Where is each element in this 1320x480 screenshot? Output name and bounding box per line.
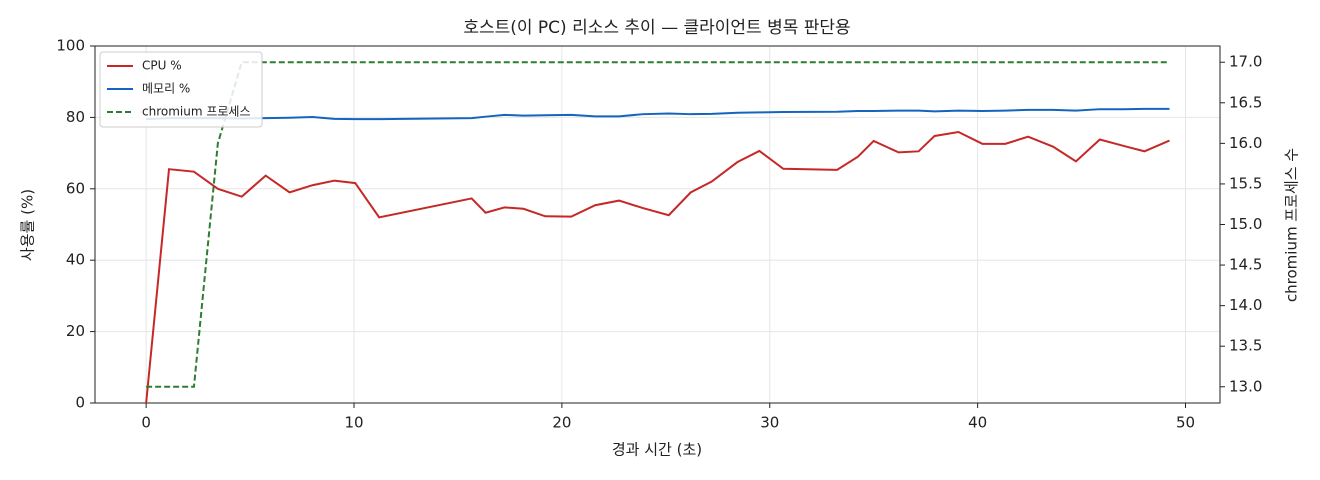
- y2-tick-label: 16.0: [1229, 134, 1262, 152]
- x-tick-label: 40: [968, 414, 987, 432]
- y-tick-label: 40: [66, 251, 85, 269]
- data-line: [146, 61, 1170, 388]
- x-tick-label: 50: [1176, 414, 1195, 432]
- data-line: [145, 130, 1170, 404]
- y2-tick-label: 13.0: [1229, 377, 1262, 395]
- y2-axis-label: chromium 프로세스 수: [1283, 148, 1301, 302]
- y-tick-label: 100: [56, 37, 85, 55]
- legend-box: [99, 51, 263, 128]
- x-tick-label: 0: [141, 414, 151, 432]
- y2-tick-label: 15.5: [1229, 174, 1262, 192]
- y-axis-label: 사용률 (%): [19, 189, 37, 261]
- y2-tick-label: 14.0: [1229, 296, 1262, 314]
- legend-label: chromium 프로세스: [142, 105, 251, 119]
- legend-label: CPU %: [142, 59, 182, 73]
- y-tick-label: 20: [66, 322, 85, 340]
- y2-tick-label: 15.0: [1229, 215, 1262, 233]
- x-axis-label: 경과 시간 (초): [612, 441, 702, 459]
- y-tick-label: 80: [66, 108, 85, 126]
- y-tick-label: 60: [66, 179, 85, 197]
- y2-tick-label: 13.5: [1229, 337, 1262, 355]
- data-line: [146, 107, 1170, 121]
- chart-title: 호스트(이 PC) 리소스 추이 — 클라이언트 병목 판단용: [463, 18, 850, 38]
- x-tick-label: 30: [760, 414, 779, 432]
- y2-tick-label: 14.5: [1229, 256, 1262, 274]
- plot-frame: [94, 45, 1221, 404]
- y-tick-label: 0: [75, 394, 85, 412]
- y2-tick-label: 17.0: [1229, 53, 1262, 71]
- legend-label: 메모리 %: [142, 82, 190, 96]
- x-tick-label: 20: [552, 414, 571, 432]
- x-tick-label: 10: [344, 414, 363, 432]
- y2-tick-label: 16.5: [1229, 93, 1262, 111]
